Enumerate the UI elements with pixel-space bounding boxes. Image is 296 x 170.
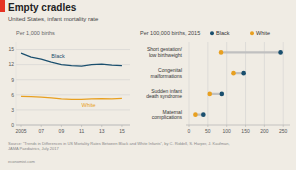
x-tick [245, 125, 246, 127]
grid-line [264, 42, 265, 125]
x-tick-label: 13 [99, 128, 105, 134]
grid-line [226, 42, 227, 125]
panel-title: Per 100,000 births, 2015 [140, 30, 200, 36]
grid-line [16, 125, 130, 126]
text-line: low birthweight [149, 52, 183, 58]
x-axis-line [186, 125, 290, 126]
x-tick [226, 125, 227, 127]
subtitle: United States, infant mortality rate [8, 16, 99, 22]
x-tick [81, 125, 82, 127]
series-label: Black [51, 53, 65, 59]
x-tick-label: 2005 [15, 128, 26, 134]
grid-line [16, 49, 130, 50]
x-tick-label: 0 [188, 128, 191, 134]
source: Source: "Trends in Differences in US Mor… [8, 141, 230, 151]
category-label: Short gestation/low birthweight [147, 46, 183, 58]
line [21, 53, 122, 66]
x-tick-label: 100 [223, 128, 232, 134]
dot [193, 112, 198, 117]
dot [231, 71, 236, 76]
chart: Empty cradles United States, infant morta… [0, 0, 296, 170]
grid-line [16, 109, 130, 110]
dot [207, 92, 212, 97]
x-tick [21, 125, 22, 127]
credit: economist.com [8, 159, 36, 164]
x-tick [61, 125, 62, 127]
text-line: malformations [151, 73, 183, 79]
x-tick-label: 200 [260, 128, 269, 134]
y-tick-label: 12 [8, 61, 14, 67]
title-tag [0, 0, 5, 12]
x-tick [264, 125, 265, 127]
dot [201, 112, 206, 117]
x-tick-label: 09 [59, 128, 65, 134]
y-tick-label: 15 [8, 46, 14, 52]
grid-line [207, 42, 208, 125]
title: Empty cradles [8, 2, 77, 13]
legend-label: White [256, 30, 270, 36]
x-tick-label: 07 [38, 128, 44, 134]
x-tick-label: 50 [205, 128, 211, 134]
series-label: White [82, 102, 96, 108]
grid-line [16, 79, 130, 80]
category-label: Sudden infantdeath syndrome [146, 88, 182, 100]
x-tick-label: 11 [79, 128, 84, 134]
legend-swatch [250, 31, 254, 35]
dot [219, 50, 224, 55]
plot-area [193, 50, 283, 117]
grid-line [189, 42, 190, 125]
legend-label: Black [216, 30, 230, 36]
category-label: Congenitalmalformations [151, 67, 183, 79]
connector [221, 51, 281, 53]
y-tick-label: 6 [11, 92, 14, 98]
category-label: Maternalcomplications [152, 109, 183, 121]
x-tick [121, 125, 122, 127]
legend-swatch [210, 31, 214, 35]
grid-line [16, 94, 130, 95]
y-axis-label: Per 1,000 births [16, 30, 55, 36]
text-line: JAMA Paediatrics, July 2017 [8, 146, 59, 151]
line [21, 96, 122, 99]
y-tick-label: 3 [11, 107, 14, 113]
y-tick-label: 9 [11, 77, 14, 83]
x-tick-label: 250 [279, 128, 288, 134]
y-tick-label: 0 [11, 122, 14, 128]
x-axis-line [16, 125, 130, 126]
text-line: complications [152, 114, 183, 120]
x-tick-label: 150 [241, 128, 250, 134]
dot [219, 92, 224, 97]
plot-area [21, 53, 122, 99]
x-tick [207, 125, 208, 127]
y-axis-line [16, 42, 17, 125]
grid-line [283, 42, 284, 125]
dot [241, 71, 246, 76]
grid-line [245, 42, 246, 125]
x-tick [189, 125, 190, 127]
x-tick-label: 15 [119, 128, 125, 134]
text-line: death syndrome [146, 93, 182, 99]
x-tick [283, 125, 284, 127]
x-tick [101, 125, 102, 127]
x-tick [41, 125, 42, 127]
dot [278, 50, 283, 55]
